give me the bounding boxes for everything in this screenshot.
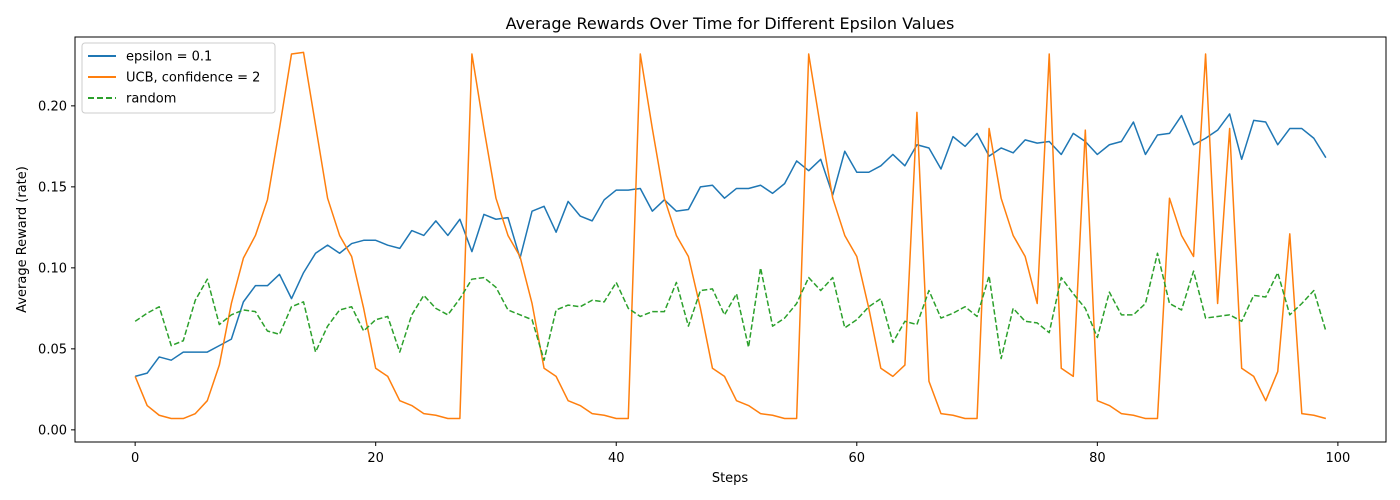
legend-box [81, 42, 276, 114]
y-tick-label: 0.15 [38, 180, 67, 195]
y-axis: 0.00 0.05 0.10 0.15 0.20 [38, 99, 75, 438]
x-tick-label: 0 [131, 451, 139, 466]
legend-label-random: random [126, 92, 176, 107]
legend-label-ucb: UCB, confidence = 2 [126, 71, 260, 86]
x-tick-label: 60 [849, 451, 866, 466]
legend: epsilon = 0.1 UCB, confidence = 2 random [81, 42, 276, 114]
x-tick-label: 80 [1089, 451, 1106, 466]
y-tick-label: 0.20 [38, 99, 67, 114]
series-layer [134, 51, 1327, 420]
x-axis-label: Steps [712, 471, 749, 486]
plot-area [74, 36, 1387, 443]
series-line-epsilon-0-1 [134, 113, 1327, 378]
x-tick-label: 40 [608, 451, 625, 466]
x-tick-label: 20 [367, 451, 384, 466]
y-tick-label: 0.05 [38, 342, 67, 357]
y-axis-label: Average Reward (rate) [15, 166, 30, 313]
series-line-random [134, 252, 1327, 361]
x-axis: 0 20 40 60 80 100 [131, 442, 1350, 466]
x-tick-label: 100 [1325, 451, 1350, 466]
series-line-ucb-confidence-2 [134, 51, 1327, 420]
plot-frame [74, 36, 1387, 443]
y-tick-label: 0.10 [38, 261, 67, 276]
y-tick-label: 0.00 [38, 423, 67, 438]
legend-label-epsilon: epsilon = 0.1 [126, 50, 212, 65]
chart-title: Average Rewards Over Time for Different … [506, 14, 955, 33]
